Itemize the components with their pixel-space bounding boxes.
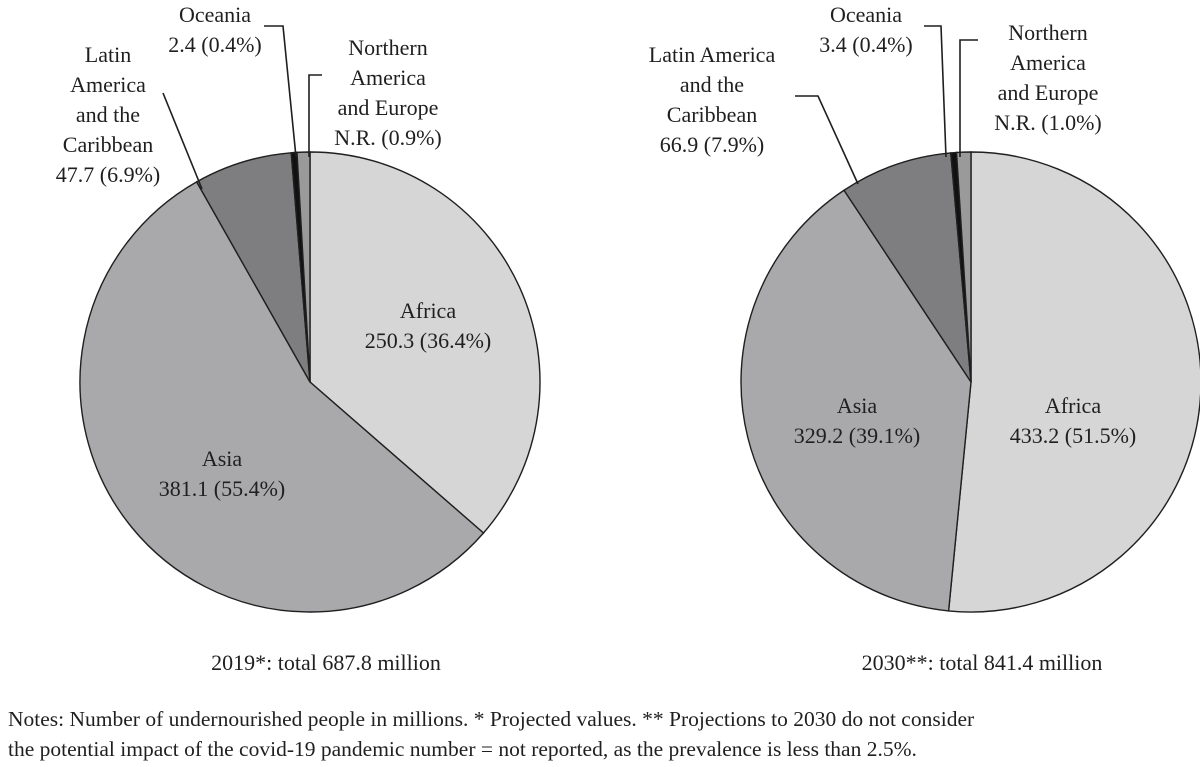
pie-chart-2: Africa 433.2 (51.5%) Asia 329.2 (39.1%) Lati… (649, 2, 1200, 675)
leader-line-oceania (924, 25, 947, 158)
label-oceania: Oceania 2.4 (0.4%) (168, 2, 261, 57)
slice-asia (79, 180, 485, 613)
leader-line-northern-america-and-europe (308, 74, 322, 157)
leader-line-oceania (264, 25, 297, 158)
label-latin-america-and-the-caribbean: Latin America and the Caribbean 66.9 (7.9%) (649, 42, 776, 157)
label-africa: Africa 250.3 (36.4%) (365, 298, 491, 353)
label-asia: Asia 381.1 (55.4%) (159, 446, 285, 501)
pie-chart-1: Africa 250.3 (36.4%) Asia 381.1 (55.4%) Lati… (56, 2, 541, 675)
slice-northern-america-and-europe (955, 151, 972, 383)
pie-charts: Africa 250.3 (36.4%) Asia 381.1 (55.4%) Lati… (56, 2, 1200, 675)
leader-line-latin-america-and-the-caribbean (795, 95, 859, 185)
leader-line-latin-america-and-the-caribbean (162, 92, 203, 190)
label-oceania: Oceania 3.4 (0.4%) (819, 2, 912, 57)
label-northern-america-and-europe: Northern America and Europe N.R. (0.9%) (334, 35, 442, 150)
leader-line-northern-america-and-europe (959, 39, 978, 157)
notes: Notes: Number of undernourished people i… (8, 704, 1193, 764)
label-asia: Asia 329.2 (39.1%) (794, 393, 920, 448)
label-africa: Africa 433.2 (51.5%) (1010, 393, 1136, 448)
label-latin-america-and-the-caribbean: Latin America and the Caribbean 47.7 (6.9%) (56, 42, 160, 187)
chart-caption: 2019*: total 687.8 million (211, 650, 441, 675)
slice-northern-america-and-europe (296, 151, 311, 383)
chart-caption: 2030**: total 841.4 million (862, 650, 1103, 675)
slice-africa (947, 151, 1200, 613)
slice-latin-america-and-the-caribbean (843, 152, 972, 383)
notes-line-2: the potential impact of the covid-19 pan… (8, 737, 917, 761)
slice-africa (309, 151, 541, 534)
label-northern-america-and-europe: Northern America and Europe N.R. (1.0%) (994, 20, 1102, 135)
notes-line-1: Notes: Number of undernourished people i… (8, 707, 975, 731)
